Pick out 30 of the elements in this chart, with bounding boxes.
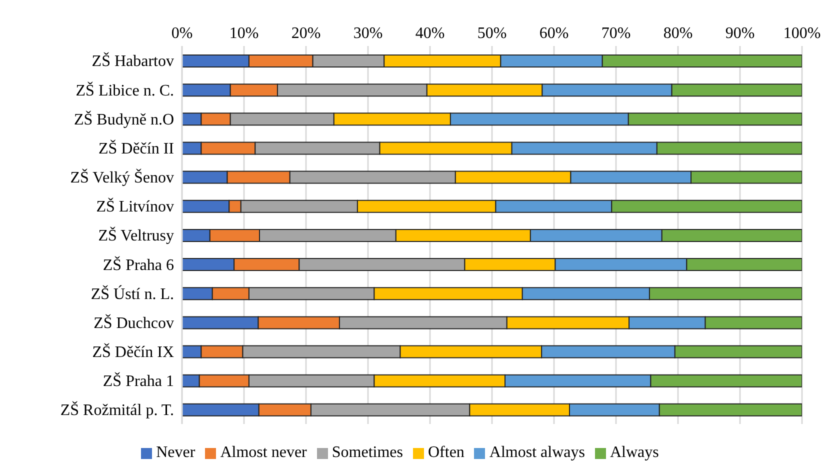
legend-label: Always [610, 444, 659, 461]
legend-label: Never [156, 444, 196, 461]
y-tick-label: ZŠ Velký Šenov [70, 168, 174, 187]
y-tick-label: ZŠ Rožmitál p. T. [60, 401, 174, 420]
y-tick-label: ZŠ Praha 6 [102, 256, 174, 274]
x-tick-label: 60% [539, 25, 569, 42]
x-tick-label: 0% [171, 25, 193, 42]
x-tick-label: 20% [291, 25, 321, 42]
x-tick-label: 10% [229, 25, 259, 42]
x-tick-label: 70% [601, 25, 631, 42]
y-tick-label: ZŠ Ústí n. L. [90, 284, 174, 303]
x-tick-label: 50% [477, 25, 507, 42]
x-tick-label: 100% [783, 25, 821, 42]
legend-label: Often [428, 444, 464, 461]
y-tick-label: ZŠ Budyně n.O [74, 110, 174, 128]
y-tick-label: ZŠ Veltrusy [98, 226, 174, 245]
y-tick-label: ZŠ Děčín II [98, 139, 174, 158]
y-tick-label: ZŠ Děčín IX [92, 342, 174, 361]
y-tick-label: ZŠ Habartov [92, 52, 174, 70]
legend-label: Almost always [489, 444, 585, 461]
x-tick-label: 80% [663, 25, 693, 42]
y-tick-label: ZŠ Libice n. C. [76, 81, 174, 100]
y-tick-label: ZŠ Praha 1 [102, 372, 174, 390]
y-tick-label: ZŠ Litvínov [96, 198, 174, 216]
legend-label: Almost never [220, 444, 307, 461]
x-tick-label: 30% [353, 25, 383, 42]
legend-label: Sometimes [332, 444, 403, 461]
x-tick-label: 90% [725, 25, 755, 42]
y-tick-label: ZŠ Duchcov [94, 314, 174, 332]
x-tick-label: 40% [415, 25, 445, 42]
